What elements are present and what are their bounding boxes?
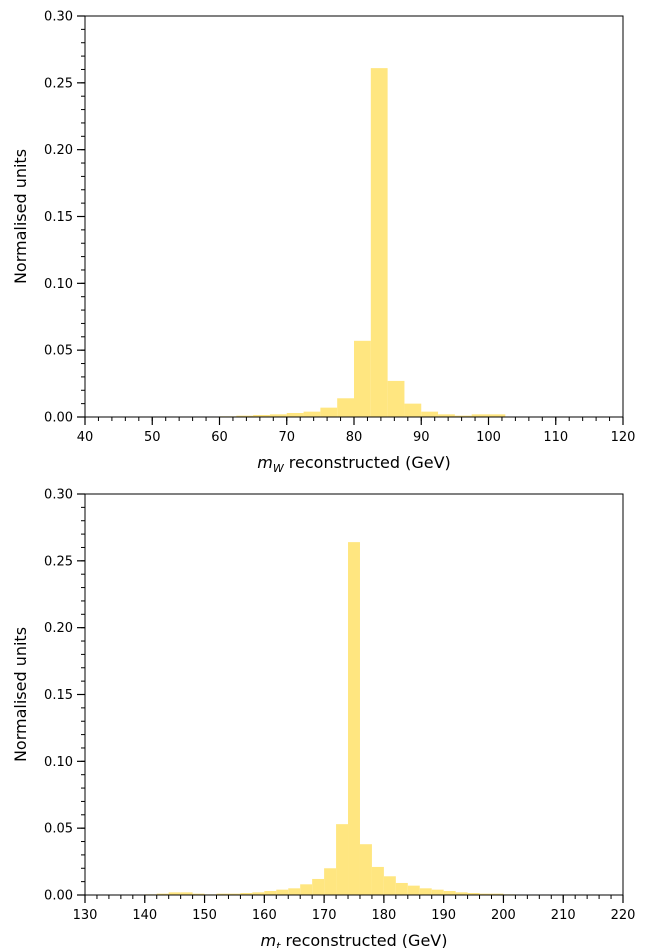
x-tick-label: 120 [611,430,636,445]
histogram-bar [420,888,432,895]
histogram-bar [404,404,421,417]
x-tick-label: 50 [144,430,161,445]
histogram-bar [372,867,384,895]
histogram-bar [320,408,337,417]
x-axis-label-text: reconstructed (GeV) [280,931,447,948]
histogram-bar [312,879,324,895]
y-tick-label: 0.10 [44,755,73,770]
x-tick-label: 180 [371,908,396,923]
histogram-bar [264,891,276,895]
x-axis-label: mW reconstructed (GeV) [257,453,451,475]
y-tick-label: 0.30 [44,488,73,503]
x-tick-label: 40 [77,430,94,445]
y-axis-label: Normalised units [11,149,30,284]
x-tick-label: 90 [413,430,430,445]
x-axis-label-variable: m [257,453,273,472]
x-tick-label: 110 [543,430,568,445]
histogram-bar [396,883,408,895]
x-tick-label: 200 [491,908,516,923]
chart-panel-2: 130 140 150 160 170 180 190 200 210 220 0.00 0.05 0.… [11,488,635,948]
x-tick-label: 150 [192,908,217,923]
histogram-bar [304,412,321,417]
histogram-bars [145,542,516,895]
histogram-bar [408,886,420,895]
y-tick-label: 0.20 [44,143,73,158]
x-tick-label: 60 [211,430,228,445]
x-tick-label: 220 [611,908,636,923]
histogram-bar [421,412,438,417]
x-tick-label: 140 [132,908,157,923]
histogram-bar [287,413,304,417]
histogram-bar [432,890,444,895]
histogram-bar [384,876,396,895]
histogram-bar [324,868,336,895]
x-tick-label: 160 [252,908,277,923]
x-tick-label: 190 [431,908,456,923]
x-tick-label: 170 [312,908,337,923]
histogram-bar [337,398,354,417]
chart-panel-1: 40 50 60 70 80 90 100 110 120 0.00 0.05 0.10 0.15 0.2… [11,10,635,476]
histogram-bar [388,381,405,417]
y-tick-label: 0.05 [44,344,73,359]
x-axis-label-text: reconstructed (GeV) [284,453,451,472]
y-tick-label: 0.15 [44,688,73,703]
y-tick-label: 0.25 [44,76,73,91]
histogram-bar [288,888,300,895]
x-tick-label: 100 [476,430,501,445]
x-tick-label: 210 [551,908,576,923]
y-tick-label: 0.20 [44,621,73,636]
y-tick-label: 0.15 [44,210,73,225]
histogram-bar [371,68,388,417]
y-tick-label: 0.10 [44,277,73,292]
x-axis-label: mt reconstructed (GeV) [261,931,448,948]
y-tick-label: 0.30 [44,10,73,25]
histogram-bar [336,824,348,895]
ticks [77,16,623,425]
x-axis-label-variable: m [261,931,277,948]
x-tick-label: 130 [73,908,98,923]
y-tick-label: 0.00 [44,411,73,426]
histogram-bar [354,341,371,417]
x-tick-label: 80 [346,430,363,445]
y-tick-label: 0.05 [44,822,73,837]
y-axis-label: Normalised units [11,627,30,762]
histogram-bar [444,891,456,895]
histogram-bar [348,542,360,895]
histogram-bar [300,884,312,895]
y-tick-label: 0.00 [44,889,73,904]
histogram-bar [276,890,288,895]
y-tick-label: 0.25 [44,554,73,569]
x-tick-label: 70 [278,430,295,445]
histogram-bars [220,68,506,417]
histogram-bar [360,844,372,895]
